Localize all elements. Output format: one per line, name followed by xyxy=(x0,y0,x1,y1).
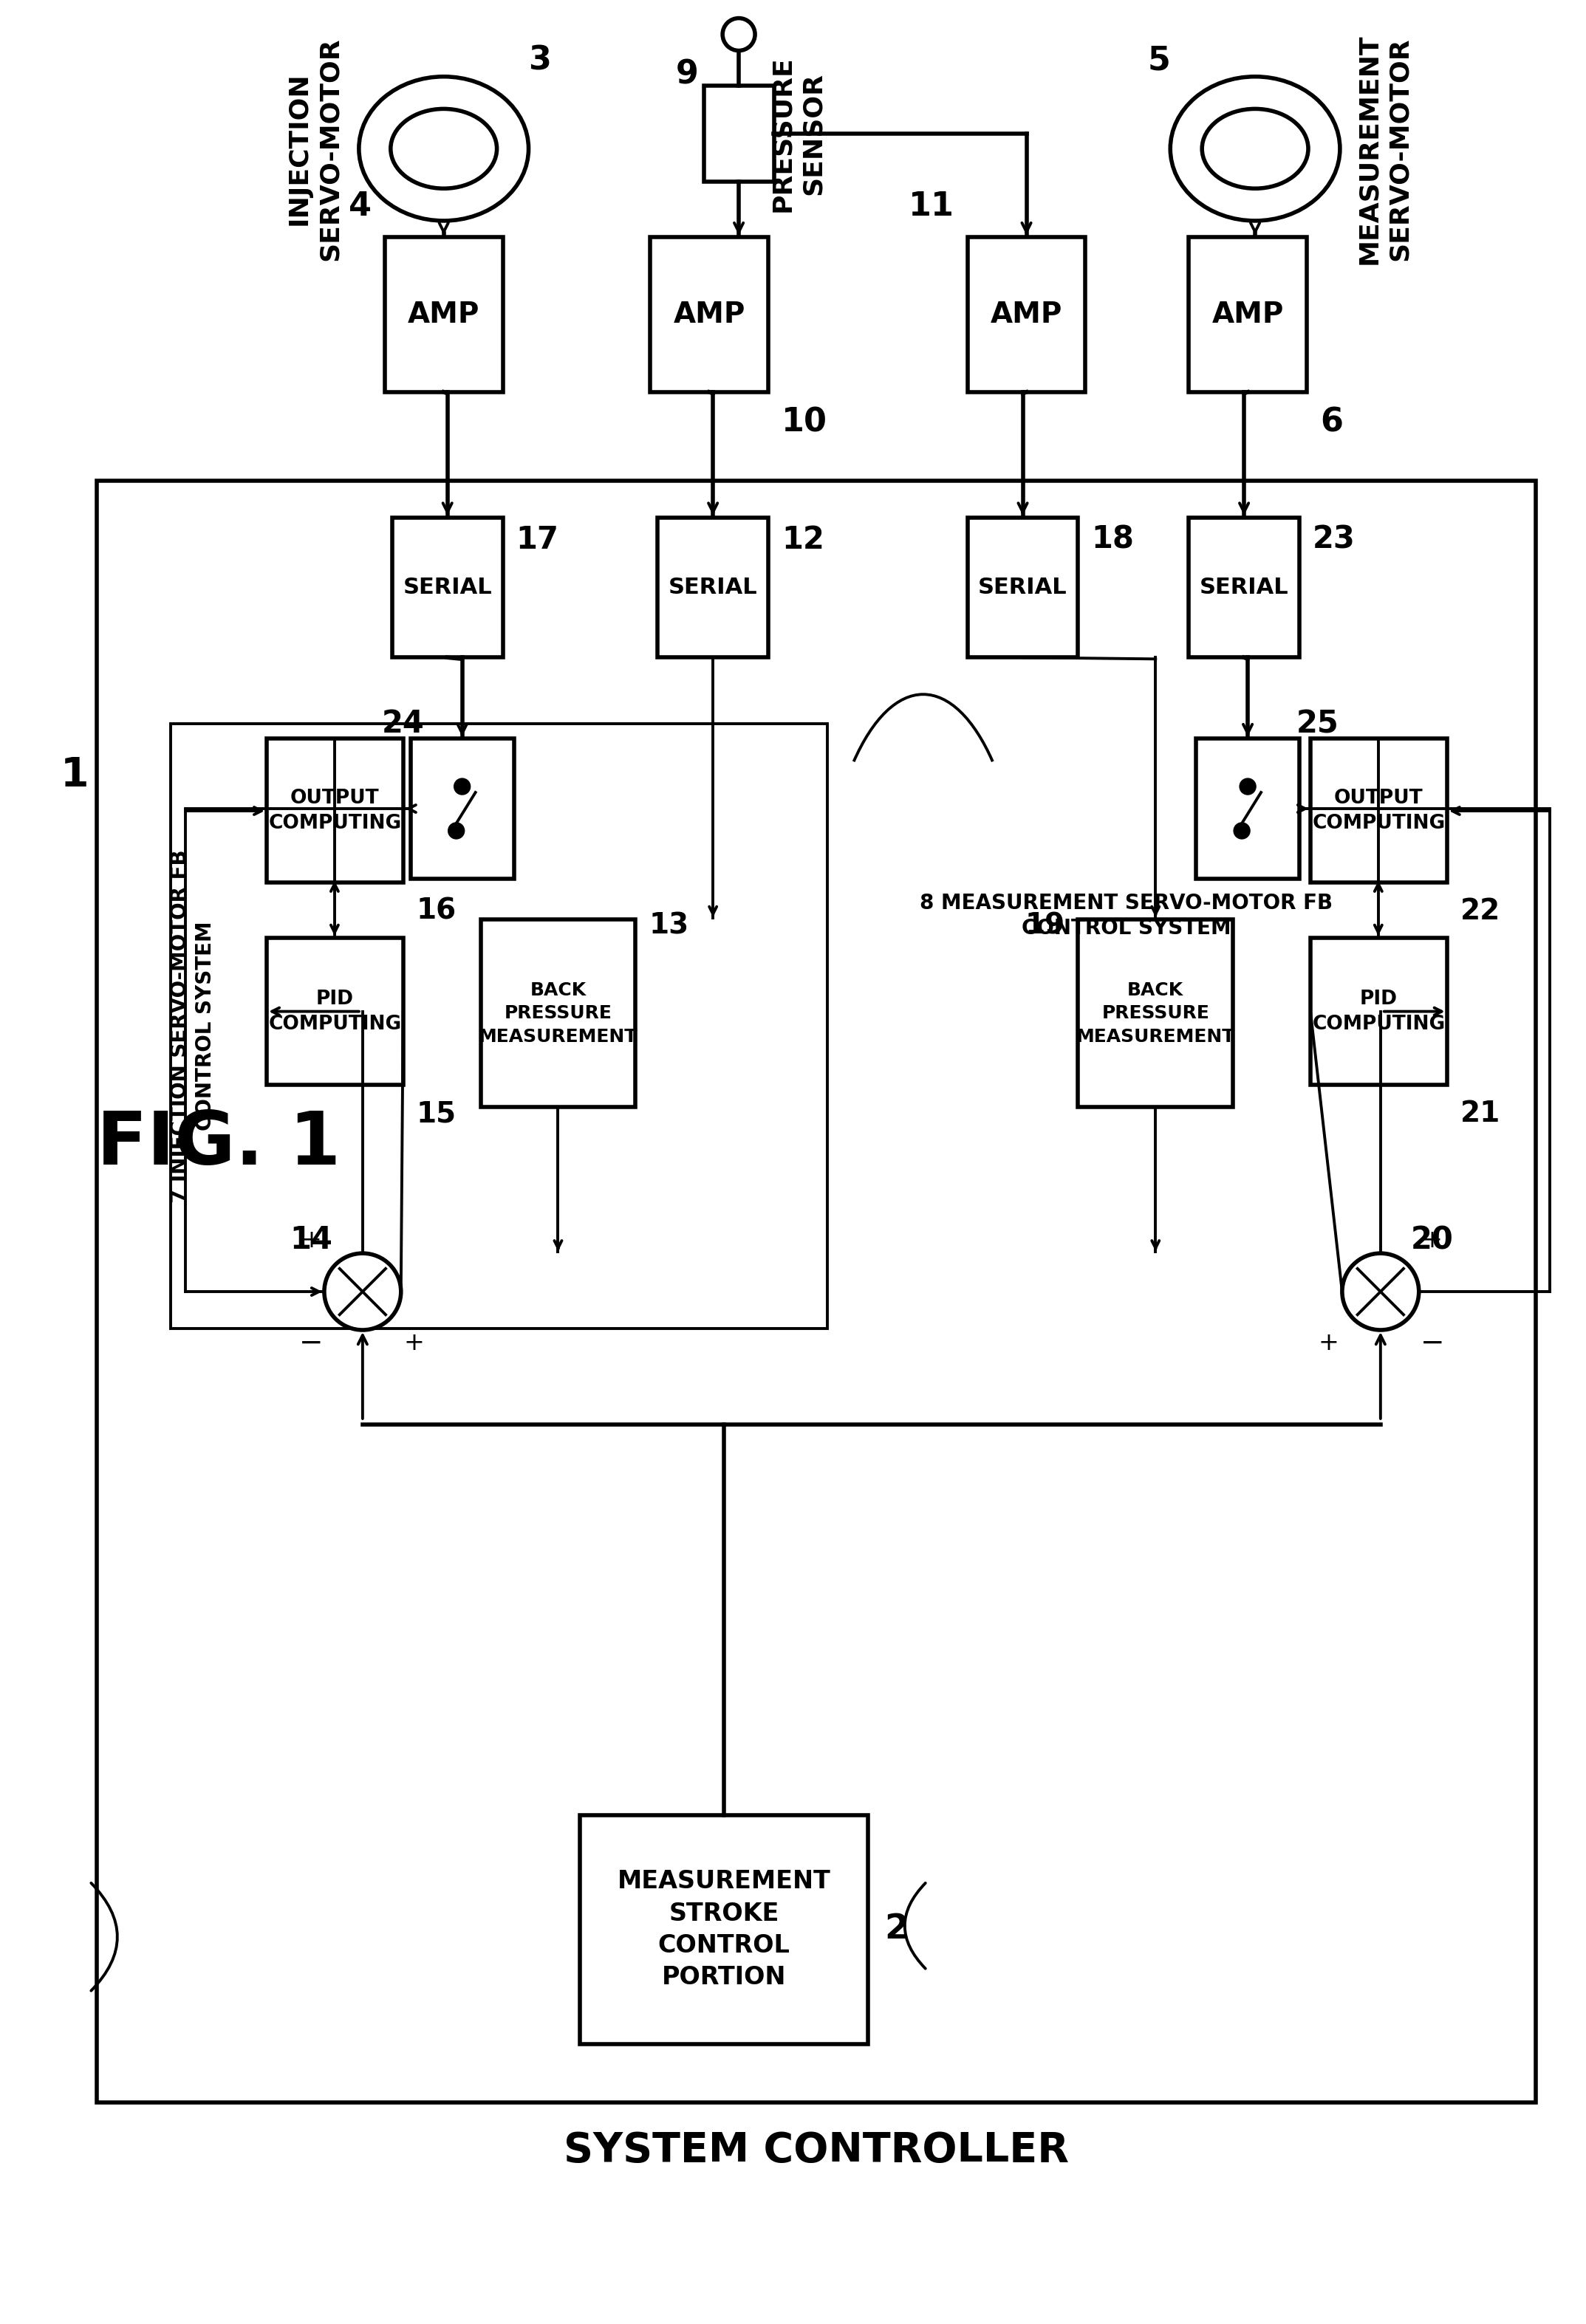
Ellipse shape xyxy=(1202,109,1308,188)
Bar xyxy=(580,1815,868,2043)
Text: 24: 24 xyxy=(382,709,425,739)
Text: +: + xyxy=(404,1332,425,1355)
Bar xyxy=(1190,518,1299,658)
Text: AMP: AMP xyxy=(408,300,479,328)
Text: −: − xyxy=(1419,1329,1445,1357)
Bar xyxy=(1196,739,1299,878)
Text: 19: 19 xyxy=(1025,911,1064,939)
Bar xyxy=(1078,920,1232,1106)
Circle shape xyxy=(1342,1253,1419,1329)
Text: 21: 21 xyxy=(1461,1099,1500,1127)
Text: OUTPUT
COMPUTING: OUTPUT COMPUTING xyxy=(268,788,401,832)
Bar xyxy=(967,518,1078,658)
Text: 1: 1 xyxy=(60,755,89,795)
Text: 9: 9 xyxy=(676,58,698,91)
Text: SERIAL: SERIAL xyxy=(403,576,492,597)
Text: BACK
PRESSURE
MEASUREMENT: BACK PRESSURE MEASUREMENT xyxy=(1075,981,1235,1046)
Ellipse shape xyxy=(390,109,496,188)
Text: 12: 12 xyxy=(782,523,825,555)
Text: PRESSURE
SENSOR: PRESSURE SENSOR xyxy=(769,56,826,211)
Text: 5: 5 xyxy=(1148,44,1170,77)
Text: 25: 25 xyxy=(1296,709,1339,739)
Text: 16: 16 xyxy=(417,897,457,925)
Bar xyxy=(1190,237,1307,393)
Text: 15: 15 xyxy=(417,1099,457,1127)
Bar xyxy=(1310,739,1446,883)
Text: 4: 4 xyxy=(349,191,371,223)
Text: 11: 11 xyxy=(909,191,955,223)
Text: AMP: AMP xyxy=(674,300,745,328)
Text: FIG. 1: FIG. 1 xyxy=(97,1109,341,1181)
Text: 10: 10 xyxy=(782,407,828,439)
Text: +: + xyxy=(1423,1227,1442,1253)
Circle shape xyxy=(454,779,471,795)
Circle shape xyxy=(449,823,465,839)
Text: 3: 3 xyxy=(528,44,550,77)
Ellipse shape xyxy=(358,77,528,221)
Bar xyxy=(385,237,503,393)
Text: 13: 13 xyxy=(649,911,688,939)
Text: +: + xyxy=(301,1227,322,1253)
Bar xyxy=(97,481,1535,2103)
Text: PID
COMPUTING: PID COMPUTING xyxy=(1312,990,1445,1034)
Bar xyxy=(658,518,768,658)
Text: SERIAL: SERIAL xyxy=(979,576,1067,597)
Circle shape xyxy=(723,19,755,51)
Bar xyxy=(266,739,403,883)
Text: −: − xyxy=(298,1329,324,1357)
Text: 23: 23 xyxy=(1313,523,1356,555)
Circle shape xyxy=(1234,823,1250,839)
Bar xyxy=(411,739,514,878)
Text: +: + xyxy=(1318,1332,1339,1355)
Circle shape xyxy=(1240,779,1256,795)
Text: 20: 20 xyxy=(1412,1225,1453,1255)
Text: 22: 22 xyxy=(1461,897,1500,925)
Text: 2: 2 xyxy=(883,1913,909,1945)
Bar xyxy=(967,237,1085,393)
Text: SYSTEM CONTROLLER: SYSTEM CONTROLLER xyxy=(563,2131,1069,2171)
Bar xyxy=(266,937,403,1085)
Text: 8 MEASUREMENT SERVO-MOTOR FB
CONTROL SYSTEM: 8 MEASUREMENT SERVO-MOTOR FB CONTROL SYS… xyxy=(920,892,1332,939)
Text: PID
COMPUTING: PID COMPUTING xyxy=(268,990,401,1034)
Circle shape xyxy=(324,1253,401,1329)
Bar xyxy=(1310,937,1446,1085)
Bar xyxy=(392,518,503,658)
Text: 18: 18 xyxy=(1091,523,1134,555)
Text: SERIAL: SERIAL xyxy=(668,576,758,597)
Text: 7 INJECTION SERVO-MOTOR FB
CONTROL SYSTEM: 7 INJECTION SERVO-MOTOR FB CONTROL SYSTE… xyxy=(170,851,216,1204)
Bar xyxy=(704,86,774,181)
Text: INJECTION
SERVO-MOTOR: INJECTION SERVO-MOTOR xyxy=(287,37,343,260)
Text: 17: 17 xyxy=(515,523,558,555)
Text: MEASUREMENT
STROKE
CONTROL
PORTION: MEASUREMENT STROKE CONTROL PORTION xyxy=(617,1868,831,1989)
Text: MEASUREMENT
SERVO-MOTOR: MEASUREMENT SERVO-MOTOR xyxy=(1356,33,1412,265)
Text: 6: 6 xyxy=(1320,407,1343,439)
Bar xyxy=(171,723,828,1329)
Text: SERIAL: SERIAL xyxy=(1199,576,1288,597)
Text: AMP: AMP xyxy=(991,300,1063,328)
Text: AMP: AMP xyxy=(1212,300,1283,328)
Text: OUTPUT
COMPUTING: OUTPUT COMPUTING xyxy=(1312,788,1445,832)
Ellipse shape xyxy=(1170,77,1340,221)
Text: BACK
PRESSURE
MEASUREMENT: BACK PRESSURE MEASUREMENT xyxy=(479,981,638,1046)
Bar xyxy=(650,237,768,393)
Bar xyxy=(481,920,636,1106)
Text: 14: 14 xyxy=(290,1225,333,1255)
